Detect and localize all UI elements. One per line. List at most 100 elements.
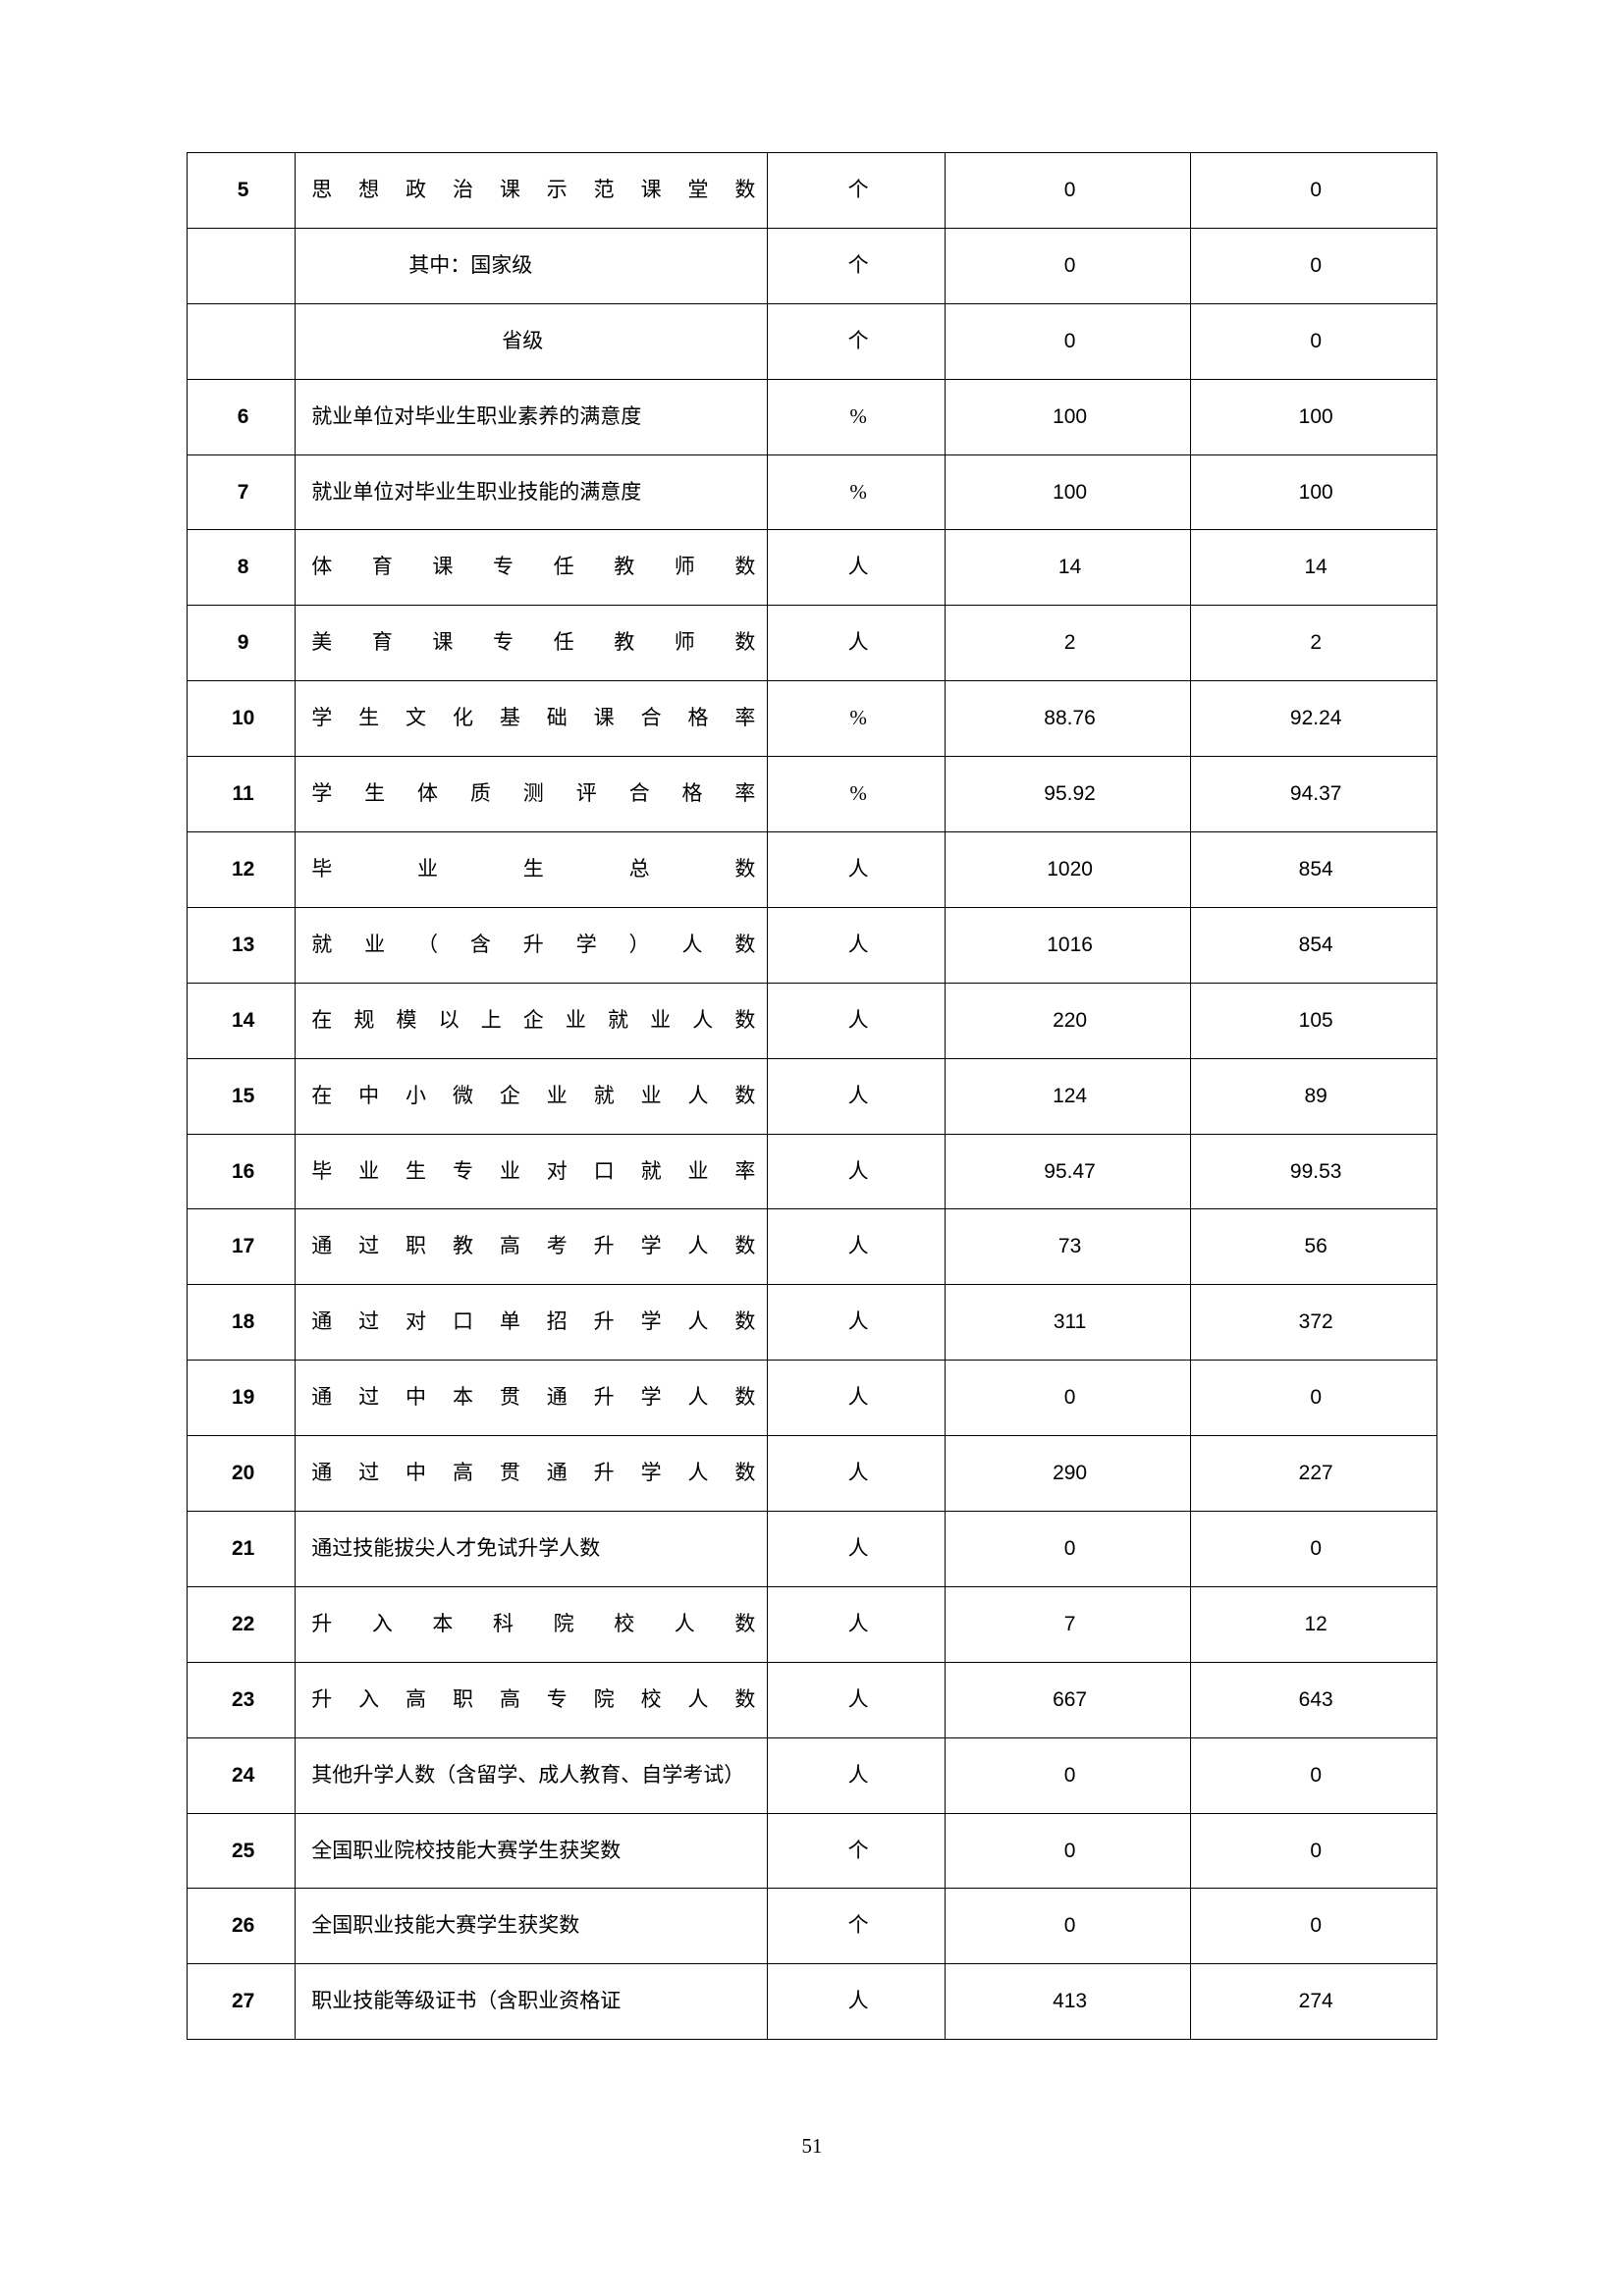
- cell-value-a: 95.47: [945, 1134, 1191, 1209]
- table-row: 25全国职业院校技能大赛学生获奖数个00: [188, 1813, 1437, 1889]
- cell-index: 19: [188, 1361, 296, 1436]
- cell-value-a: 124: [945, 1058, 1191, 1134]
- cell-value-b: 92.24: [1191, 681, 1437, 757]
- cell-value-b: 372: [1191, 1285, 1437, 1361]
- cell-unit: 个: [768, 1813, 945, 1889]
- cell-description: 就业单位对毕业生职业素养的满意度: [296, 379, 768, 454]
- cell-value-a: 0: [945, 303, 1191, 379]
- cell-description: 省级: [296, 303, 768, 379]
- cell-unit: 人: [768, 1058, 945, 1134]
- cell-unit: %: [768, 757, 945, 832]
- cell-value-b: 0: [1191, 153, 1437, 229]
- cell-value-a: 667: [945, 1662, 1191, 1737]
- cell-description: 其他升学人数（含留学、成人教育、自学考试）: [296, 1737, 768, 1813]
- cell-value-a: 1020: [945, 832, 1191, 908]
- cell-unit: %: [768, 454, 945, 530]
- cell-description: 升入本科院校人数: [296, 1586, 768, 1662]
- table-row: 6就业单位对毕业生职业素养的满意度%100100: [188, 379, 1437, 454]
- cell-index: 10: [188, 681, 296, 757]
- cell-index: 11: [188, 757, 296, 832]
- cell-value-a: 0: [945, 228, 1191, 303]
- cell-index: [188, 303, 296, 379]
- cell-index: 22: [188, 1586, 296, 1662]
- table-row: 19通过中本贯通升学人数人00: [188, 1361, 1437, 1436]
- cell-unit: 人: [768, 832, 945, 908]
- cell-index: 9: [188, 606, 296, 681]
- cell-description: 职业技能等级证书（含职业资格证: [296, 1964, 768, 2040]
- cell-value-b: 0: [1191, 1737, 1437, 1813]
- cell-value-a: 311: [945, 1285, 1191, 1361]
- cell-unit: 人: [768, 1964, 945, 2040]
- cell-value-a: 0: [945, 1737, 1191, 1813]
- table-row: 16毕业生专业对口就业率人95.4799.53: [188, 1134, 1437, 1209]
- table-row: 8体育课专任教师数人1414: [188, 530, 1437, 606]
- cell-description: 通过技能拔尖人才免试升学人数: [296, 1512, 768, 1587]
- cell-unit: 人: [768, 1512, 945, 1587]
- table-row: 9美育课专任教师数人22: [188, 606, 1437, 681]
- table-row: 其中：国家级个00: [188, 228, 1437, 303]
- cell-index: 8: [188, 530, 296, 606]
- cell-value-b: 56: [1191, 1209, 1437, 1285]
- cell-unit: 个: [768, 228, 945, 303]
- cell-index: 25: [188, 1813, 296, 1889]
- cell-unit: 个: [768, 1889, 945, 1964]
- cell-value-a: 0: [945, 1813, 1191, 1889]
- cell-value-a: 95.92: [945, 757, 1191, 832]
- cell-value-b: 0: [1191, 1813, 1437, 1889]
- cell-description: 就业（含升学）人数: [296, 907, 768, 983]
- cell-index: [188, 228, 296, 303]
- cell-description: 全国职业院校技能大赛学生获奖数: [296, 1813, 768, 1889]
- table-row: 7就业单位对毕业生职业技能的满意度%100100: [188, 454, 1437, 530]
- cell-index: 24: [188, 1737, 296, 1813]
- cell-unit: 人: [768, 1209, 945, 1285]
- cell-description: 思想政治课示范课堂数: [296, 153, 768, 229]
- cell-description: 毕业生专业对口就业率: [296, 1134, 768, 1209]
- cell-value-b: 2: [1191, 606, 1437, 681]
- table-row: 15在中小微企业就业人数人12489: [188, 1058, 1437, 1134]
- cell-index: 7: [188, 454, 296, 530]
- cell-description: 就业单位对毕业生职业技能的满意度: [296, 454, 768, 530]
- table-row: 18通过对口单招升学人数人311372: [188, 1285, 1437, 1361]
- table-row: 5思想政治课示范课堂数个00: [188, 153, 1437, 229]
- cell-description: 学生文化基础课合格率: [296, 681, 768, 757]
- cell-index: 20: [188, 1436, 296, 1512]
- cell-value-b: 854: [1191, 907, 1437, 983]
- cell-value-a: 0: [945, 1889, 1191, 1964]
- cell-unit: 人: [768, 983, 945, 1058]
- cell-description: 通过中高贯通升学人数: [296, 1436, 768, 1512]
- cell-unit: 人: [768, 1361, 945, 1436]
- cell-value-b: 99.53: [1191, 1134, 1437, 1209]
- cell-value-b: 89: [1191, 1058, 1437, 1134]
- cell-value-a: 0: [945, 1361, 1191, 1436]
- table-row: 12毕业生总数人1020854: [188, 832, 1437, 908]
- cell-value-b: 0: [1191, 1361, 1437, 1436]
- cell-value-a: 2: [945, 606, 1191, 681]
- cell-value-b: 274: [1191, 1964, 1437, 2040]
- table-row: 14在规模以上企业就业人数人220105: [188, 983, 1437, 1058]
- cell-unit: 人: [768, 1662, 945, 1737]
- cell-value-b: 94.37: [1191, 757, 1437, 832]
- cell-value-a: 100: [945, 454, 1191, 530]
- cell-value-a: 7: [945, 1586, 1191, 1662]
- cell-unit: 人: [768, 907, 945, 983]
- cell-index: 6: [188, 379, 296, 454]
- cell-index: 16: [188, 1134, 296, 1209]
- cell-value-b: 0: [1191, 303, 1437, 379]
- data-table: 5思想政治课示范课堂数个00其中：国家级个00省级个006就业单位对毕业生职业素…: [187, 152, 1437, 2040]
- cell-unit: %: [768, 681, 945, 757]
- cell-index: 17: [188, 1209, 296, 1285]
- cell-value-b: 854: [1191, 832, 1437, 908]
- cell-description: 升入高职高专院校人数: [296, 1662, 768, 1737]
- page-content: 5思想政治课示范课堂数个00其中：国家级个00省级个006就业单位对毕业生职业素…: [0, 0, 1624, 2040]
- cell-value-a: 413: [945, 1964, 1191, 2040]
- cell-description: 通过职教高考升学人数: [296, 1209, 768, 1285]
- cell-unit: 人: [768, 1285, 945, 1361]
- cell-description: 其中：国家级: [296, 228, 768, 303]
- cell-description: 体育课专任教师数: [296, 530, 768, 606]
- cell-description: 毕业生总数: [296, 832, 768, 908]
- cell-value-a: 73: [945, 1209, 1191, 1285]
- cell-index: 27: [188, 1964, 296, 2040]
- table-row: 20通过中高贯通升学人数人290227: [188, 1436, 1437, 1512]
- cell-value-b: 105: [1191, 983, 1437, 1058]
- cell-description: 在中小微企业就业人数: [296, 1058, 768, 1134]
